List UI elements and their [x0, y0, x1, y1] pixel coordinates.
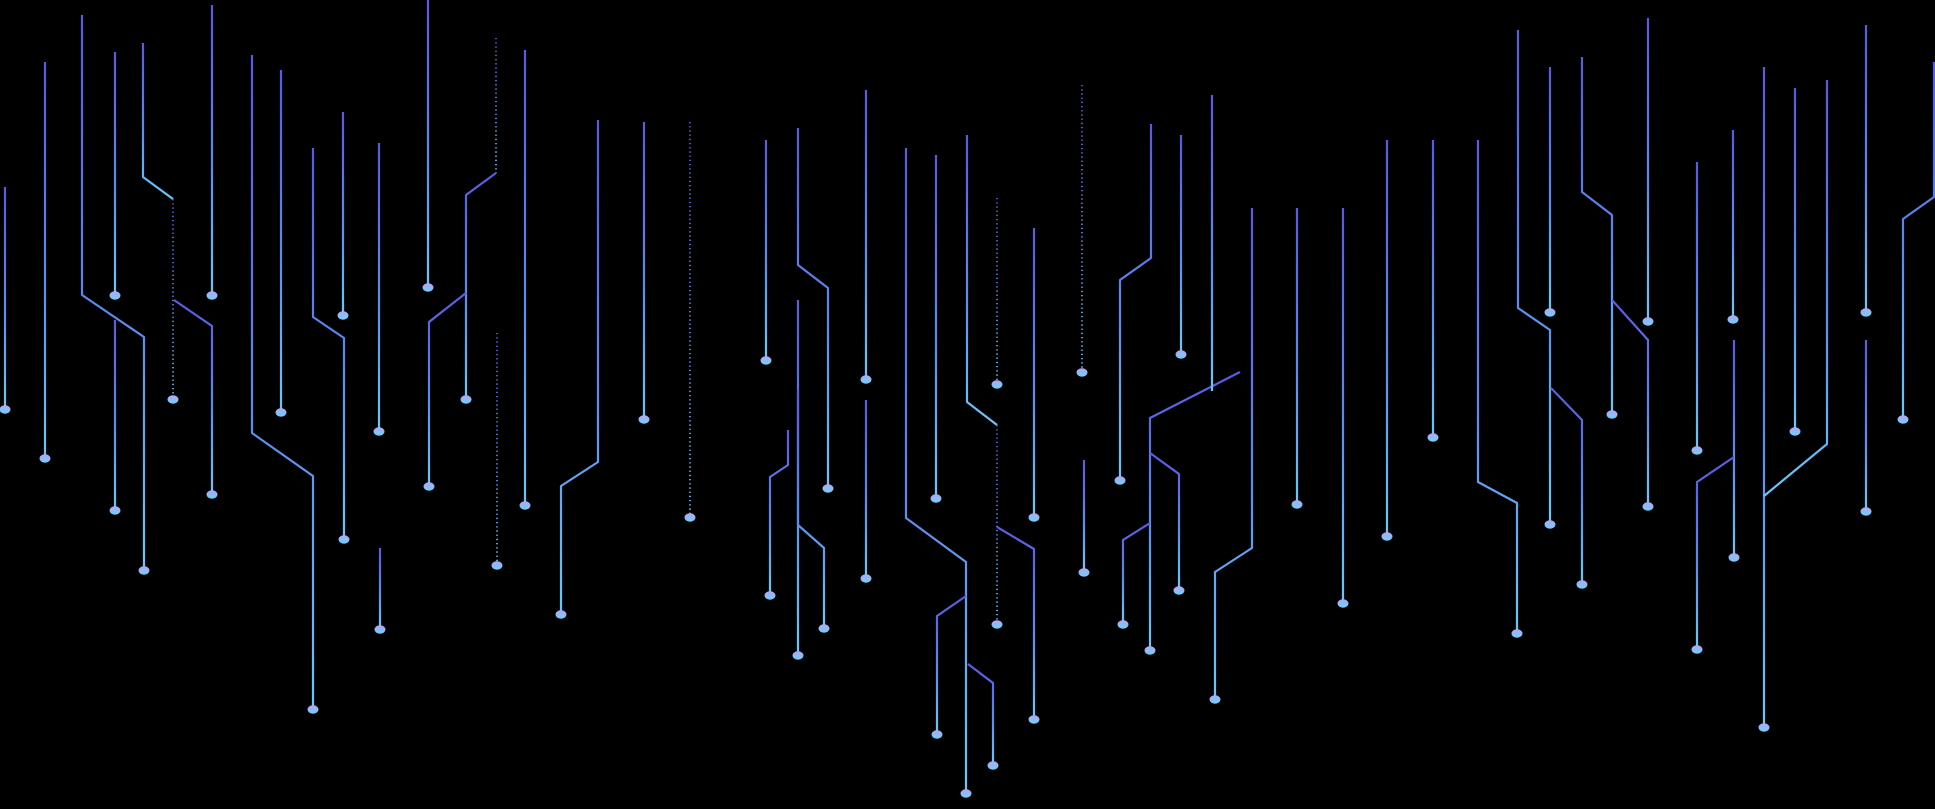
circuit-trace	[1149, 452, 1181, 588]
trace-end-dot	[206, 291, 218, 300]
trace-end-dot	[1544, 308, 1556, 317]
trace-end-dot	[460, 395, 472, 404]
trace-end-dot	[138, 566, 150, 575]
trace-end-dot	[1076, 368, 1088, 377]
trace-end-dot	[109, 291, 121, 300]
circuit-trace	[1516, 30, 1552, 522]
circuit-trace	[427, 292, 467, 484]
circuit-trace	[80, 15, 146, 568]
circuit-trace	[559, 120, 600, 612]
circuit-trace	[1148, 371, 1241, 648]
circuit-trace	[768, 430, 790, 593]
trace-end-dot	[307, 705, 319, 714]
trace-end-dot	[423, 482, 435, 491]
trace-end-dot	[109, 506, 121, 515]
circuit-trace	[1121, 522, 1151, 622]
trace-end-dot	[337, 311, 349, 320]
trace-end-dot	[1642, 502, 1654, 511]
trace-end-dot	[1078, 568, 1090, 577]
circuit-trace	[1901, 62, 1935, 417]
trace-end-dot	[1758, 723, 1770, 732]
trace-end-dot	[422, 283, 434, 292]
trace-end-dot	[39, 454, 51, 463]
trace-end-dot	[818, 624, 830, 633]
trace-end-dot	[338, 535, 350, 544]
trace-end-dot	[638, 415, 650, 424]
trace-end-dot	[764, 591, 776, 600]
trace-end-dot	[1691, 645, 1703, 654]
trace-end-dot	[987, 761, 999, 770]
trace-end-dot	[1897, 415, 1909, 424]
trace-end-dot	[1642, 317, 1654, 326]
trace-end-dot	[1028, 513, 1040, 522]
circuit-trace	[996, 526, 1036, 717]
circuit-trace	[967, 663, 995, 763]
circuit-trace	[464, 172, 497, 397]
trace-end-dot	[1691, 446, 1703, 455]
trace-end-dot	[1144, 646, 1156, 655]
trace-end-dot	[1381, 532, 1393, 541]
trace-end-dot	[1028, 715, 1040, 724]
trace-end-dot	[1606, 410, 1618, 419]
trace-end-dot	[1511, 629, 1523, 638]
trace-end-dot	[167, 395, 179, 404]
trace-end-dot	[1427, 433, 1439, 442]
circuit-trace	[1611, 299, 1650, 504]
trace-end-dot	[519, 501, 531, 510]
trace-end-dot	[1114, 476, 1126, 485]
trace-end-dot	[373, 427, 385, 436]
circuit-trace	[250, 55, 315, 707]
circuit-trace	[796, 390, 826, 626]
trace-end-dot	[930, 494, 942, 503]
circuit-trace	[796, 128, 830, 486]
trace-end-dot	[991, 620, 1003, 629]
circuit-trace	[1550, 387, 1584, 582]
circuit-trace	[173, 299, 214, 492]
trace-end-dot	[206, 490, 218, 499]
trace-end-dot	[1860, 507, 1872, 516]
circuit-trace	[1213, 208, 1254, 697]
trace-end-dot	[1175, 350, 1187, 359]
trace-end-dot	[684, 513, 696, 522]
trace-end-dot	[1789, 427, 1801, 436]
circuit-trace	[1580, 57, 1614, 412]
trace-end-dot	[860, 375, 872, 384]
trace-end-dot	[1337, 599, 1349, 608]
trace-end-dot	[1173, 586, 1185, 595]
trace-end-dot	[1209, 695, 1221, 704]
trace-end-dot	[1728, 553, 1740, 562]
trace-end-dot	[1727, 315, 1739, 324]
trace-end-dot	[760, 356, 772, 365]
circuit-trace	[935, 595, 967, 732]
trace-end-dot	[991, 380, 1003, 389]
trace-end-dot	[960, 789, 972, 798]
trace-end-dot	[555, 610, 567, 619]
circuit-trace	[965, 135, 998, 426]
trace-end-dot	[275, 408, 287, 417]
trace-end-dot	[860, 574, 872, 583]
trace-end-dot	[374, 625, 386, 634]
trace-end-dot	[1117, 620, 1129, 629]
circuit-trace	[904, 148, 968, 791]
trace-end-dot	[792, 651, 804, 660]
circuit-trace	[1476, 140, 1519, 631]
circuit-trace	[311, 148, 346, 537]
trace-end-dot	[1860, 308, 1872, 317]
trace-end-dot	[1291, 500, 1303, 509]
circuit-trace	[141, 43, 174, 200]
trace-end-dot	[491, 561, 503, 570]
trace-end-dot	[931, 730, 943, 739]
circuit-trace	[1695, 456, 1735, 647]
trace-end-dot	[1576, 580, 1588, 589]
circuit-trace	[1118, 124, 1153, 478]
trace-end-dot	[1544, 520, 1556, 529]
trace-end-dot	[0, 405, 11, 414]
circuit-trace	[1763, 80, 1829, 497]
trace-end-dot	[822, 484, 834, 493]
